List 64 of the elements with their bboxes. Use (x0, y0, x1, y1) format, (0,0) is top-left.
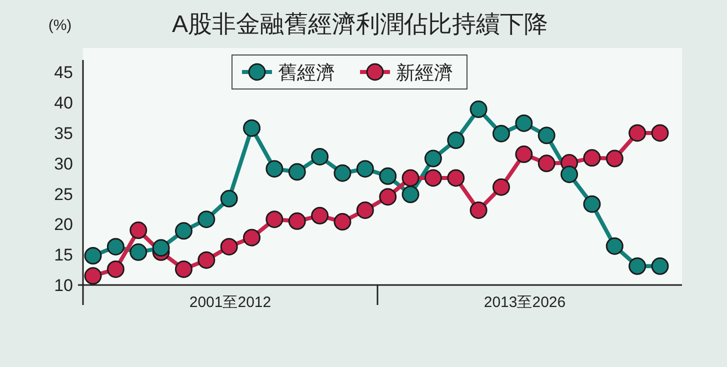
point (198, 210, 216, 228)
point (198, 251, 216, 269)
point (606, 237, 624, 255)
text: 2001至2012 (189, 294, 272, 311)
point (538, 126, 556, 144)
point (583, 195, 601, 213)
point (130, 222, 148, 240)
point (288, 212, 306, 230)
point (334, 213, 352, 231)
point (402, 186, 420, 204)
point (174, 222, 192, 240)
point (106, 260, 124, 278)
point (379, 188, 397, 206)
point (174, 260, 192, 278)
point (243, 228, 261, 246)
point (515, 146, 533, 164)
point (106, 238, 124, 256)
y-tick-label: 20 (54, 215, 73, 234)
point (492, 178, 510, 196)
point (492, 124, 510, 142)
point (266, 160, 284, 178)
point (651, 257, 669, 275)
point (424, 169, 442, 187)
point (424, 150, 442, 168)
point (379, 167, 397, 185)
legend-label: 新經濟 (396, 62, 453, 84)
point (447, 169, 465, 187)
point (538, 154, 556, 172)
point (243, 119, 261, 137)
point (266, 210, 284, 228)
point (311, 206, 329, 224)
y-tick-label: 40 (54, 94, 73, 113)
point (470, 100, 488, 118)
point (470, 201, 488, 219)
point (356, 160, 374, 178)
point (606, 150, 624, 168)
y-tick-label: 45 (54, 63, 73, 82)
y-tick-label: 35 (54, 124, 73, 143)
point (515, 114, 533, 132)
point (311, 148, 329, 166)
point (447, 132, 465, 150)
point (356, 201, 374, 219)
legend-label: 舊經濟 (278, 62, 335, 84)
point (130, 243, 148, 261)
text: 2013至2026 (484, 294, 566, 311)
point (220, 190, 238, 208)
point (220, 238, 238, 256)
y-tick-label: 30 (54, 154, 73, 174)
point (628, 257, 646, 275)
point (334, 164, 352, 182)
point (651, 124, 669, 142)
point (84, 247, 102, 265)
point (628, 124, 646, 142)
y-tick-label: 15 (54, 246, 73, 265)
point (583, 149, 601, 167)
y-tick-label: 10 (54, 276, 73, 295)
point (152, 239, 170, 257)
point (288, 163, 306, 181)
point (560, 166, 578, 184)
y-tick-label: 25 (54, 184, 73, 204)
point (84, 267, 102, 285)
chart-title: A股非金融舊經濟利潤佔比持續下降 (172, 11, 548, 38)
y-axis-title: (%) (48, 17, 72, 34)
point (402, 169, 420, 187)
